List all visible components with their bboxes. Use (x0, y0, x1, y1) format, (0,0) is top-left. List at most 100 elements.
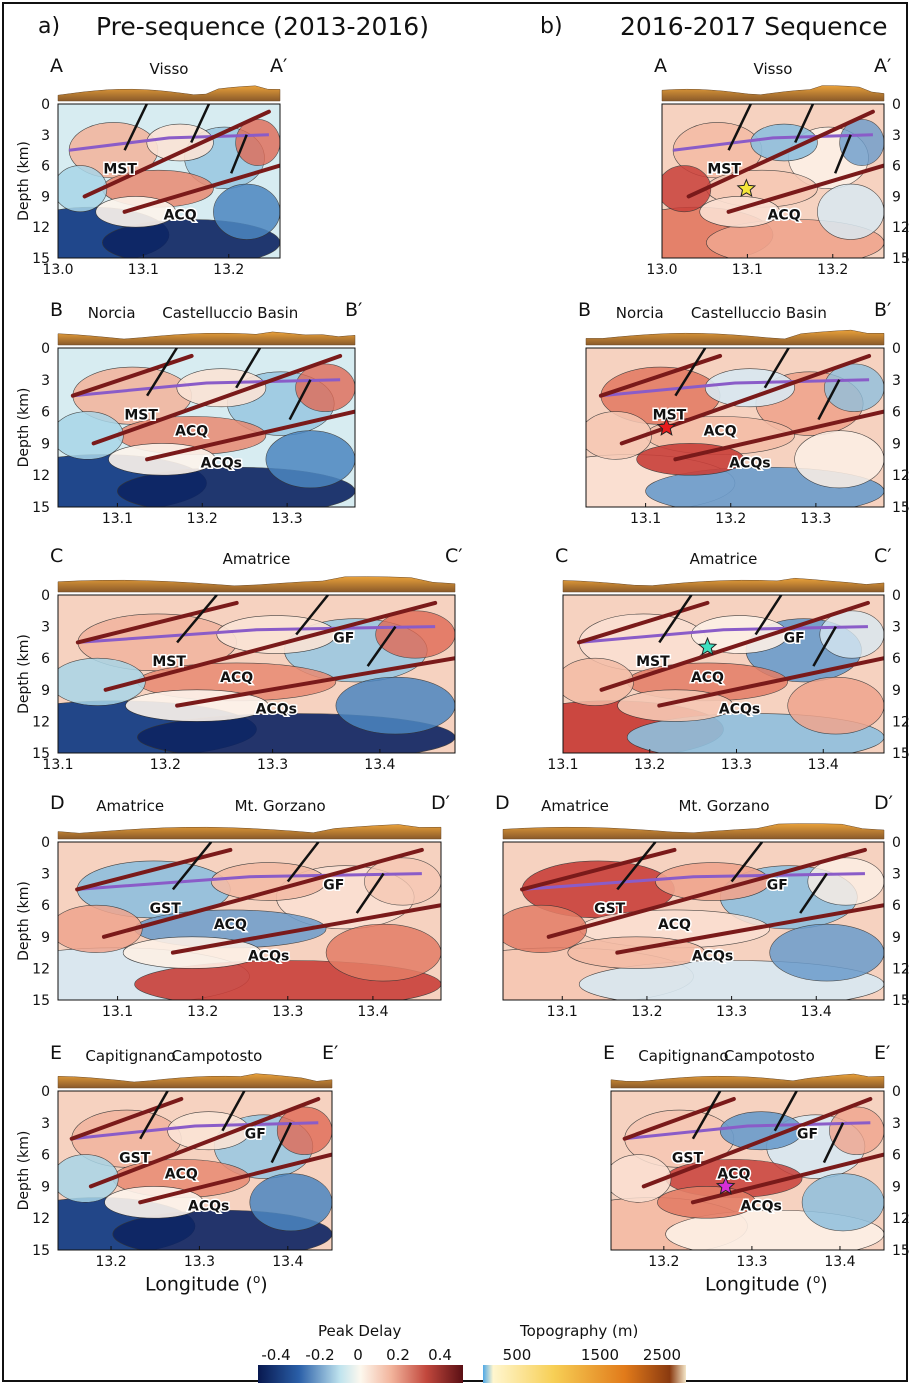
section-start-label: E (50, 1042, 62, 1064)
normal-fault-trace (295, 595, 329, 636)
anomaly-patch (58, 657, 146, 706)
normal-fault-trace (817, 379, 841, 421)
peak-colorbar-tick: -0.4 (261, 1346, 290, 1364)
anomaly-patch (375, 610, 455, 659)
axes-frame (585, 347, 885, 508)
anomaly-patch (819, 610, 884, 659)
y-tick-label: 9 (41, 1179, 50, 1195)
x-tick-label: 13.4 (272, 1254, 303, 1270)
anomaly-patch (58, 904, 143, 953)
section-B-b: MST ACQs ACQ B B′ Norcia Castelluccio Basin 0 3 6… (578, 299, 910, 527)
normal-fault-trace (799, 872, 828, 914)
place-label: Castelluccio Basin (162, 304, 298, 322)
section-end-label: A′ (874, 55, 891, 77)
thrust-fault-trace (577, 600, 710, 645)
thrust-fault-trace (75, 600, 239, 645)
tomography-field (58, 363, 355, 507)
fault-label: ACQs (740, 1198, 781, 1214)
thrust-fault-trace (520, 847, 677, 892)
peak-colorbar-tick: 0.2 (386, 1346, 410, 1364)
y-tick-label: 0 (892, 97, 901, 113)
anomaly-patch (704, 368, 795, 408)
anomaly-patch (265, 430, 355, 489)
anomaly-patch (655, 862, 770, 901)
axes-frame (57, 347, 356, 508)
y-tick-label: 6 (41, 898, 50, 914)
tomography-field (58, 857, 441, 1000)
thrust-fault-trace (673, 409, 884, 462)
tomography-field (586, 363, 884, 507)
section-B-a: MST ACQs ACQ B B′ Norcia Castelluccio Basin 0 3 6… (16, 299, 362, 527)
normal-fault-trace (190, 104, 211, 144)
fault-label: GST (672, 1151, 704, 1167)
x-tick-label: 13.1 (128, 262, 159, 278)
y-tick-label: 3 (41, 1116, 50, 1132)
normal-fault-trace (834, 134, 852, 174)
fault-label: ACQ (214, 917, 247, 933)
y-tick-label: 12 (892, 468, 910, 484)
y-tick-label: 15 (892, 746, 910, 762)
axes-frame (57, 103, 281, 259)
place-label: Norcia (616, 304, 664, 322)
hypocenter-star (715, 1176, 736, 1195)
x-tick-label: 13.2 (715, 511, 746, 527)
y-tick-label: 9 (41, 436, 50, 452)
thrust-fault-trace (622, 1096, 736, 1141)
y-tick-label: 9 (892, 1179, 901, 1195)
x-tick-label: 13.1 (547, 757, 578, 773)
anomaly-patch (216, 615, 337, 654)
section-end-label: C′ (874, 545, 892, 567)
anomaly-patch (662, 165, 712, 213)
y-tick-label: 9 (41, 930, 50, 946)
topography-profile (661, 85, 885, 102)
thrust-fault-trace (598, 353, 723, 398)
anomaly-patch (276, 1106, 332, 1155)
fault-label: ACQs (729, 455, 770, 471)
peak-colorbar-tick: -0.2 (305, 1346, 334, 1364)
section-start-label: B (578, 299, 591, 321)
panel-b-title: 2016-2017 Sequence (620, 12, 888, 41)
y-tick-label: 15 (892, 500, 910, 516)
fault-label: ACQ (165, 1166, 198, 1182)
fault-label: GF (767, 877, 788, 893)
anomaly-patch (176, 368, 267, 408)
y-tick-label: 15 (32, 1243, 50, 1259)
peak-colorbar (258, 1365, 463, 1383)
y-tick-label: 0 (41, 588, 50, 604)
panel-a-letter: a) (38, 14, 61, 39)
normal-fault-trace (176, 595, 218, 644)
x-tick-label: 13.1 (630, 511, 661, 527)
y-tick-label: 3 (892, 128, 901, 144)
y-axis-title: Depth (km) (16, 881, 32, 961)
y-tick-label: 15 (892, 251, 910, 267)
fault-label: ACQs (719, 702, 760, 718)
peak-colorbar-title: Peak Delay (318, 1322, 402, 1340)
y-tick-label: 9 (892, 930, 901, 946)
normal-fault-trace (230, 134, 248, 174)
x-tick-label: 13.2 (95, 1254, 126, 1270)
section-end-label: B′ (874, 299, 891, 321)
velocity-contour-line (521, 872, 865, 891)
y-tick-label: 0 (41, 835, 50, 851)
section-start-label: D (50, 792, 65, 814)
axes-frame (661, 103, 885, 259)
y-tick-label: 6 (41, 651, 50, 667)
velocity-contour-line (77, 872, 422, 891)
fault-label: GST (119, 1151, 151, 1167)
normal-fault-trace (691, 1091, 722, 1140)
x-tick-label: 13.1 (732, 262, 763, 278)
anomaly-patch (210, 862, 327, 901)
y-tick-label: 6 (892, 1148, 901, 1164)
fault-label: ACQ (704, 423, 737, 439)
y-tick-label: 0 (892, 1084, 901, 1100)
section-start-label: C (555, 545, 568, 567)
axes-frame (57, 1090, 333, 1251)
fault-label: ACQ (164, 208, 197, 224)
y-tick-label: 0 (41, 97, 50, 113)
place-label: Amatrice (690, 550, 758, 568)
anomaly-patch (249, 1173, 332, 1232)
y-tick-label: 3 (41, 620, 50, 636)
y-tick-label: 15 (892, 1243, 910, 1259)
topo-colorbar-tick: 1500 (581, 1346, 619, 1364)
